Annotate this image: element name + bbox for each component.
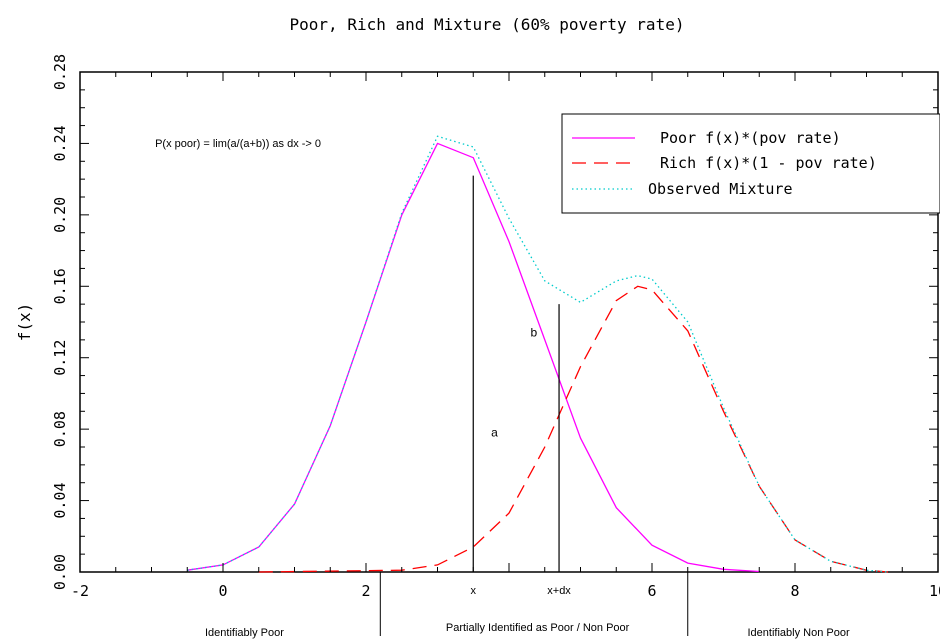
y-tick-label: 0.16 [51, 268, 69, 304]
region-identifiably-non-poor: Identifiably Non Poor [748, 627, 850, 639]
region-partially-identified: Partially Identified as Poor / Non Poor [446, 622, 630, 634]
region-identifiably-poor: Identifiably Poor [205, 627, 284, 639]
y-tick-label: 0.24 [51, 125, 69, 161]
legend: Poor f(x)*(pov rate) Rich f(x)*(1 - pov r… [561, 113, 940, 214]
y-tick-label: 0.04 [51, 483, 69, 519]
x-tick-label: 10 [929, 582, 940, 600]
segment-a-label: a [491, 425, 498, 439]
y-axis-label: f(x) [15, 303, 34, 342]
y-tick-label: 0.28 [51, 54, 69, 90]
series-line-3 [187, 135, 889, 573]
chart-title: Poor, Rich and Mixture (60% poverty rate… [290, 15, 685, 34]
vertical-marker-label-2: x+dx [547, 585, 571, 597]
y-tick-label: 0.12 [51, 340, 69, 376]
x-tick-label: 0 [218, 582, 227, 600]
probability-formula-annotation: P(x poor) = lim(a/(a+b)) as dx -> 0 [155, 138, 321, 150]
series-line-2 [258, 285, 889, 573]
series-layer [187, 135, 889, 573]
x-tick-label: 2 [361, 582, 370, 600]
x-tick-label: 6 [647, 582, 656, 600]
x-tick-label: 8 [790, 582, 799, 600]
vertical-marker-label-1: x [471, 585, 477, 597]
region-labels: Identifiably Poor Partially Identified as… [205, 572, 850, 639]
annotation-layer: P(x poor) = lim(a/(a+b)) as dx -> 0 b a [155, 138, 537, 439]
legend-entry-2: Rich f(x)*(1 - pov rate) [660, 154, 877, 172]
y-tick-label: 0.20 [51, 197, 69, 233]
legend-entry-3: Observed Mixture [648, 180, 793, 198]
axis-ticks: -2 0 2 6 8 10 0.00 0.04 0.08 0.12 0.16 0.20 0.24 0.28 [51, 54, 940, 600]
vertical-marker-layer: x x+dx [471, 175, 571, 597]
y-tick-label: 0.08 [51, 411, 69, 447]
x-tick-label: -2 [71, 582, 89, 600]
segment-b-label: b [530, 325, 537, 339]
legend-entry-1: Poor f(x)*(pov rate) [660, 129, 841, 147]
y-tick-label: 0.00 [51, 554, 69, 590]
